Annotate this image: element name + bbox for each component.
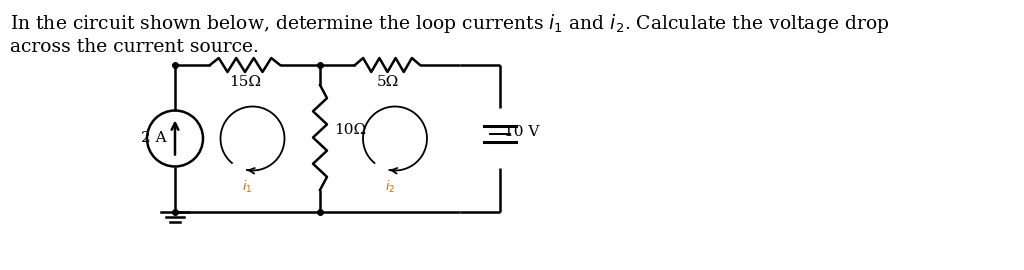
- Text: 2 A: 2 A: [141, 131, 167, 146]
- Text: 5Ω: 5Ω: [377, 75, 398, 89]
- Text: 10 V: 10 V: [504, 125, 540, 139]
- Text: $i_2$: $i_2$: [385, 178, 395, 195]
- Text: 10Ω: 10Ω: [334, 123, 367, 137]
- Text: across the current source.: across the current source.: [10, 38, 259, 56]
- Text: $i_1$: $i_1$: [243, 178, 253, 195]
- Text: In the circuit shown below, determine the loop currents $i_1$ and $i_2$. Calcula: In the circuit shown below, determine th…: [10, 12, 890, 35]
- Text: 15Ω: 15Ω: [229, 75, 261, 89]
